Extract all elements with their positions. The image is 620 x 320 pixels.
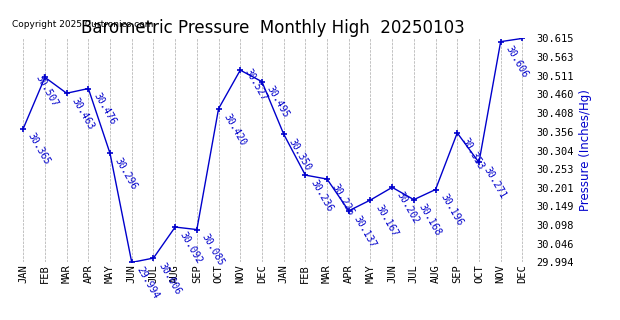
Text: 30.196: 30.196 — [438, 192, 464, 228]
Text: 30.365: 30.365 — [26, 131, 52, 167]
Title: Barometric Pressure  Monthly High  20250103: Barometric Pressure Monthly High 2025010… — [81, 19, 464, 37]
Text: 30.006: 30.006 — [156, 261, 182, 296]
Text: 30.353: 30.353 — [460, 136, 486, 171]
Text: 30.507: 30.507 — [34, 73, 60, 109]
Text: 30.271: 30.271 — [482, 165, 508, 201]
Text: 30.202: 30.202 — [395, 190, 421, 226]
Text: 30.495: 30.495 — [265, 84, 291, 120]
Text: 30.606: 30.606 — [503, 44, 529, 80]
Text: 30.085: 30.085 — [200, 232, 226, 268]
Text: 30.463: 30.463 — [69, 96, 95, 132]
Text: 30.236: 30.236 — [308, 178, 334, 213]
Text: 30.527: 30.527 — [243, 68, 269, 103]
Text: 30.350: 30.350 — [286, 137, 312, 172]
Y-axis label: Pressure (Inches/Hg): Pressure (Inches/Hg) — [579, 90, 592, 211]
Text: 30.167: 30.167 — [373, 203, 399, 238]
Text: 30.420: 30.420 — [221, 111, 247, 147]
Text: 30.296: 30.296 — [113, 156, 139, 192]
Text: 30.225: 30.225 — [330, 182, 356, 217]
Text: 29.994: 29.994 — [135, 265, 161, 301]
Text: 30.168: 30.168 — [417, 203, 443, 238]
Text: 30.092: 30.092 — [178, 230, 204, 265]
Text: 30.137: 30.137 — [352, 213, 378, 249]
Text: Copyright 2025 Curtronics.com: Copyright 2025 Curtronics.com — [12, 20, 154, 29]
Text: 30.476: 30.476 — [91, 91, 117, 127]
